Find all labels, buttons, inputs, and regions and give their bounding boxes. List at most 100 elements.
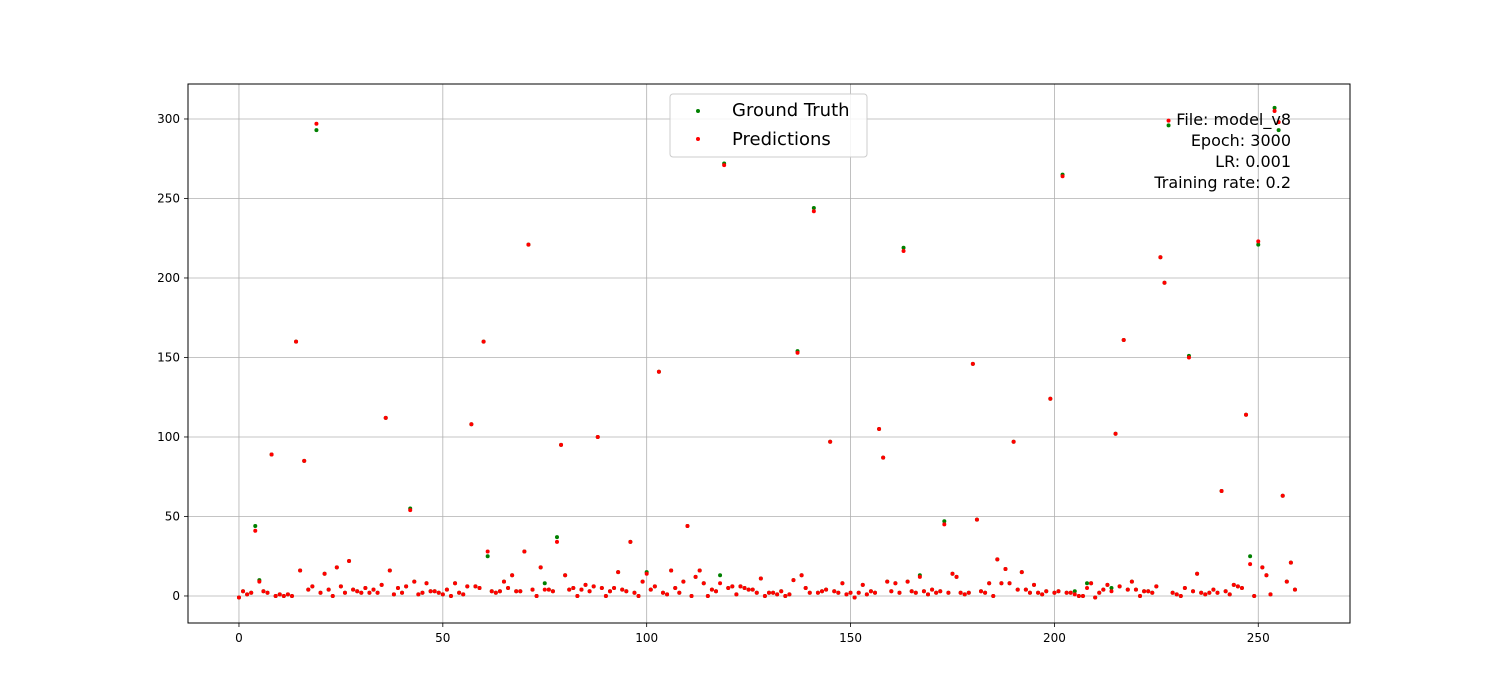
data-point xyxy=(779,589,784,594)
data-point xyxy=(701,581,706,586)
data-point xyxy=(265,590,270,595)
data-point xyxy=(444,587,449,592)
data-point xyxy=(546,587,551,592)
data-point xyxy=(762,593,767,598)
data-point xyxy=(1150,590,1155,595)
data-point xyxy=(673,586,678,591)
data-point xyxy=(995,557,1000,562)
data-point xyxy=(1268,592,1273,597)
data-point xyxy=(395,586,400,591)
x-tick-label: 0 xyxy=(235,631,243,645)
data-point xyxy=(652,584,657,589)
data-point xyxy=(1154,584,1159,589)
data-point xyxy=(1182,586,1187,591)
data-point xyxy=(1207,590,1212,595)
data-point xyxy=(314,121,319,126)
data-point xyxy=(803,586,808,591)
data-point xyxy=(767,590,771,595)
grid-lines xyxy=(188,84,1350,623)
data-point xyxy=(1072,589,1077,594)
data-point xyxy=(245,592,250,597)
data-point xyxy=(461,592,466,597)
data-point xyxy=(1248,562,1253,567)
data-point xyxy=(893,581,898,586)
data-point xyxy=(979,589,984,594)
data-point xyxy=(999,581,1004,586)
data-point xyxy=(909,589,914,594)
data-point xyxy=(595,434,600,439)
legend-label-predictions: Predictions xyxy=(732,129,831,150)
data-point xyxy=(840,581,845,586)
data-point xyxy=(542,587,547,592)
data-point xyxy=(697,568,702,573)
data-point xyxy=(257,579,262,584)
data-point xyxy=(338,584,343,589)
data-point xyxy=(432,589,437,594)
data-point xyxy=(1166,123,1171,128)
data-point xyxy=(314,128,319,133)
data-point xyxy=(530,587,535,592)
data-point xyxy=(567,587,572,592)
y-tick-label: 250 xyxy=(157,191,180,205)
data-point xyxy=(705,593,710,598)
data-point xyxy=(640,579,645,584)
data-point xyxy=(485,554,490,559)
legend-box xyxy=(669,93,868,158)
data-point xyxy=(738,584,743,589)
data-point xyxy=(1044,589,1049,594)
data-point xyxy=(970,361,975,366)
y-tick-label: 200 xyxy=(157,271,180,285)
data-point xyxy=(656,369,661,374)
data-point xyxy=(375,590,380,595)
data-point xyxy=(1288,560,1293,565)
data-point xyxy=(506,586,511,591)
data-point xyxy=(718,581,723,586)
data-point xyxy=(1117,584,1122,589)
data-point xyxy=(689,593,694,598)
data-point xyxy=(1101,587,1106,592)
data-point xyxy=(579,587,584,592)
data-point xyxy=(497,589,502,594)
data-point xyxy=(481,339,486,344)
data-point xyxy=(428,589,433,594)
data-point xyxy=(628,539,633,544)
data-point xyxy=(1060,174,1065,179)
data-point xyxy=(404,584,409,589)
data-point xyxy=(987,581,992,586)
data-point xyxy=(1178,593,1183,598)
data-point xyxy=(473,584,478,589)
series-1 xyxy=(236,109,1297,600)
data-point xyxy=(383,415,388,420)
data-point xyxy=(1276,128,1281,133)
data-point xyxy=(1015,587,1020,592)
data-point xyxy=(334,565,339,570)
data-point xyxy=(1199,590,1204,595)
data-point xyxy=(363,586,368,591)
data-point xyxy=(1231,582,1236,587)
data-point xyxy=(1109,589,1114,594)
data-point xyxy=(501,579,506,584)
axis-ticks: 0 50 100 150 200 250 0 50 100 150 200 250 300 xyxy=(157,112,1270,645)
annotation-epoch: Epoch: 3000 xyxy=(1191,131,1291,150)
data-point xyxy=(330,593,335,598)
data-point xyxy=(795,350,800,355)
data-point xyxy=(730,584,735,589)
data-point xyxy=(1174,592,1179,597)
data-point xyxy=(746,587,751,592)
data-point xyxy=(799,573,804,578)
data-point xyxy=(1036,590,1041,595)
data-point xyxy=(836,590,841,595)
annotation-lr: LR: 0.001 xyxy=(1215,152,1291,171)
data-point xyxy=(599,586,604,591)
data-point xyxy=(400,590,405,595)
data-point xyxy=(917,574,922,579)
data-point xyxy=(930,587,935,592)
data-point xyxy=(726,586,731,591)
data-point xyxy=(644,571,649,576)
data-point xyxy=(1256,239,1261,244)
data-point xyxy=(351,587,356,592)
data-point xyxy=(514,589,519,594)
data-point xyxy=(534,593,539,598)
data-point xyxy=(942,519,947,524)
data-point xyxy=(1138,593,1143,598)
